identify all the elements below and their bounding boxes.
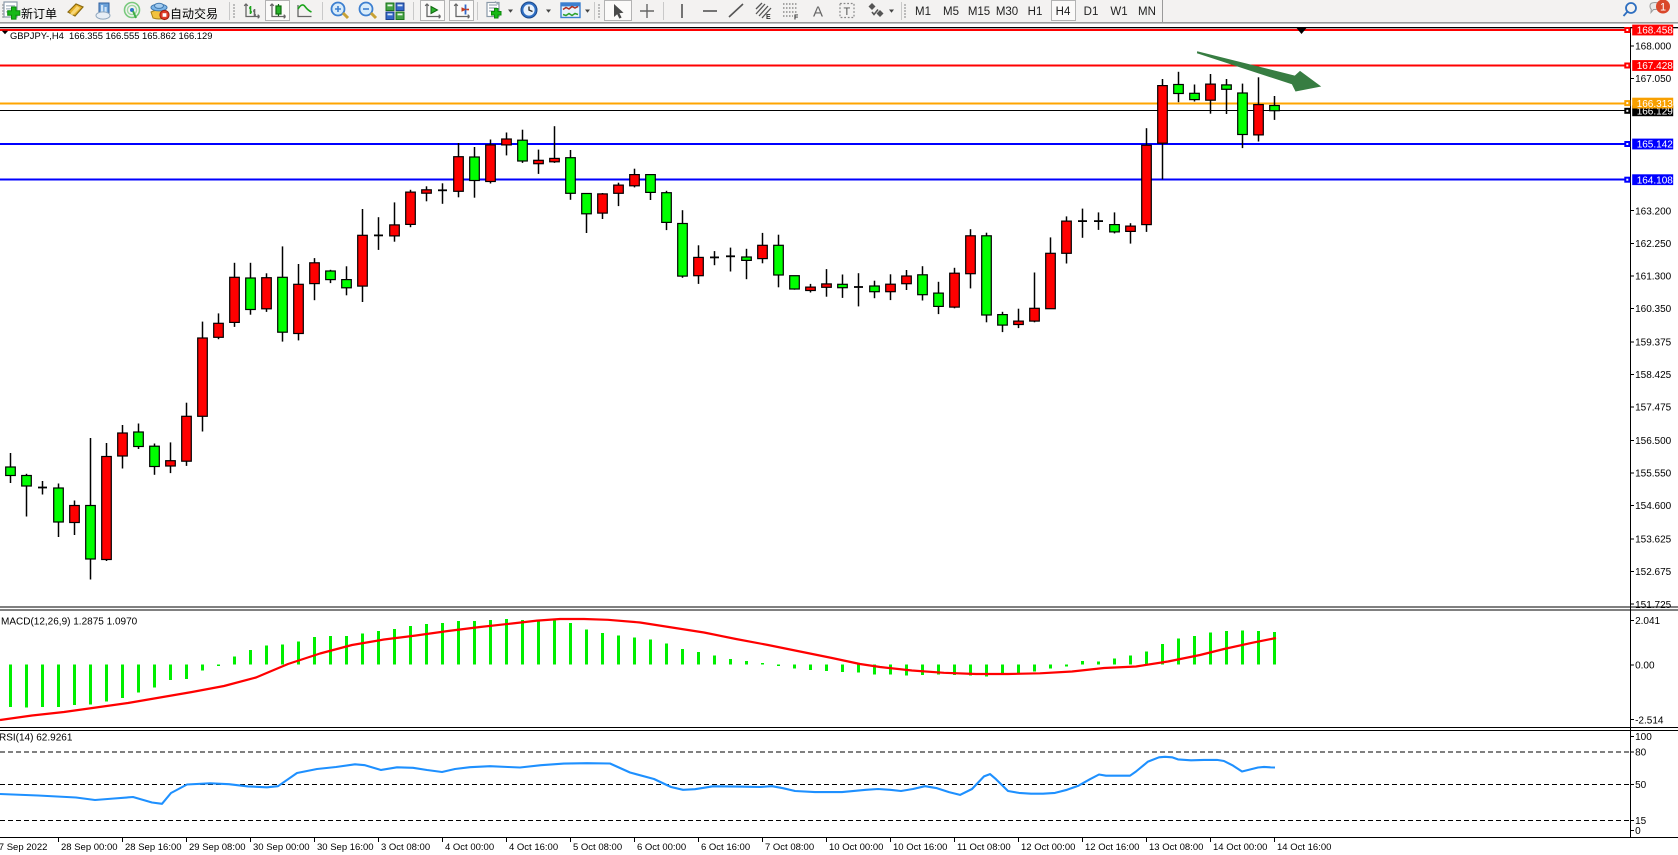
svg-text:155.550: 155.550 xyxy=(1635,469,1672,480)
svg-text:151.725: 151.725 xyxy=(1635,600,1672,611)
svg-text:163.200: 163.200 xyxy=(1635,206,1672,217)
svg-text:30 Sep 16:00: 30 Sep 16:00 xyxy=(317,842,374,853)
svg-text:MACD(12,26,9) 1.2875 1.0970: MACD(12,26,9) 1.2875 1.0970 xyxy=(1,617,138,628)
svg-text:166.129: 166.129 xyxy=(1637,107,1674,118)
svg-text:11 Oct 08:00: 11 Oct 08:00 xyxy=(957,842,1011,853)
svg-text:154.600: 154.600 xyxy=(1635,501,1672,512)
svg-text:H4: H4 xyxy=(1056,6,1071,18)
svg-text:166.313: 166.313 xyxy=(1637,99,1674,110)
svg-text:50: 50 xyxy=(1635,780,1647,791)
svg-text:7 Oct 08:00: 7 Oct 08:00 xyxy=(765,842,814,853)
svg-text:168.000: 168.000 xyxy=(1635,42,1672,53)
svg-text:M30: M30 xyxy=(996,6,1018,18)
svg-text:162.250: 162.250 xyxy=(1635,239,1672,250)
svg-text:M15: M15 xyxy=(968,6,990,18)
svg-text:29 Sep 08:00: 29 Sep 08:00 xyxy=(189,842,246,853)
svg-text:28 Sep 00:00: 28 Sep 00:00 xyxy=(61,842,118,853)
svg-text:161.300: 161.300 xyxy=(1635,272,1672,283)
svg-text:167.050: 167.050 xyxy=(1635,74,1672,85)
svg-text:156.500: 156.500 xyxy=(1635,436,1672,447)
svg-text:5 Oct 08:00: 5 Oct 08:00 xyxy=(573,842,622,853)
svg-text:27 Sep 2022: 27 Sep 2022 xyxy=(0,842,47,853)
svg-text:157.475: 157.475 xyxy=(1635,403,1672,414)
svg-text:164.108: 164.108 xyxy=(1637,175,1674,186)
svg-text:RSI(14) 62.9261: RSI(14) 62.9261 xyxy=(0,733,73,744)
svg-text:14 Oct 16:00: 14 Oct 16:00 xyxy=(1277,842,1331,853)
svg-text:14 Oct 00:00: 14 Oct 00:00 xyxy=(1213,842,1267,853)
svg-text:100: 100 xyxy=(1635,732,1652,743)
svg-text:28 Sep 16:00: 28 Sep 16:00 xyxy=(125,842,182,853)
svg-text:A: A xyxy=(813,4,823,21)
svg-text:153.625: 153.625 xyxy=(1635,535,1672,546)
svg-text:165.142: 165.142 xyxy=(1637,140,1674,151)
svg-text:T: T xyxy=(844,6,851,18)
svg-text:3 Oct 08:00: 3 Oct 08:00 xyxy=(381,842,430,853)
svg-text:0: 0 xyxy=(1635,826,1641,837)
svg-text:160.350: 160.350 xyxy=(1635,304,1672,315)
svg-text:F: F xyxy=(794,15,799,22)
svg-text:M5: M5 xyxy=(943,6,959,18)
svg-text:158.425: 158.425 xyxy=(1635,370,1672,381)
svg-text:167.428: 167.428 xyxy=(1637,61,1674,72)
svg-text:152.675: 152.675 xyxy=(1635,567,1672,578)
svg-text:E: E xyxy=(766,14,771,21)
svg-text:10 Oct 16:00: 10 Oct 16:00 xyxy=(893,842,947,853)
svg-text:D1: D1 xyxy=(1084,6,1099,18)
svg-text:MN: MN xyxy=(1138,6,1156,18)
svg-text:168.458: 168.458 xyxy=(1637,26,1674,37)
svg-text:6 Oct 16:00: 6 Oct 16:00 xyxy=(701,842,750,853)
svg-text:10 Oct 00:00: 10 Oct 00:00 xyxy=(829,842,883,853)
svg-text:1: 1 xyxy=(1660,2,1666,14)
svg-text:15: 15 xyxy=(1635,816,1647,827)
svg-text:12 Oct 16:00: 12 Oct 16:00 xyxy=(1085,842,1139,853)
svg-text:W1: W1 xyxy=(1110,6,1127,18)
svg-text:4 Oct 00:00: 4 Oct 00:00 xyxy=(445,842,494,853)
svg-text:H1: H1 xyxy=(1028,6,1043,18)
svg-text:GBPJPY-,H4 166.355 166.555 16: GBPJPY-,H4 166.355 166.555 165.862 166.1… xyxy=(10,30,212,41)
svg-text:-2.514: -2.514 xyxy=(1635,715,1664,726)
svg-text:12 Oct 00:00: 12 Oct 00:00 xyxy=(1021,842,1075,853)
svg-text:30 Sep 00:00: 30 Sep 00:00 xyxy=(253,842,310,853)
svg-text:159.375: 159.375 xyxy=(1635,338,1672,349)
svg-text:4 Oct 16:00: 4 Oct 16:00 xyxy=(509,842,558,853)
svg-text:80: 80 xyxy=(1635,748,1647,759)
svg-text:0.00: 0.00 xyxy=(1635,661,1655,672)
svg-text:6 Oct 00:00: 6 Oct 00:00 xyxy=(637,842,686,853)
svg-text:13 Oct 08:00: 13 Oct 08:00 xyxy=(1149,842,1203,853)
svg-text:M1: M1 xyxy=(915,6,931,18)
svg-text:2.041: 2.041 xyxy=(1635,616,1660,627)
